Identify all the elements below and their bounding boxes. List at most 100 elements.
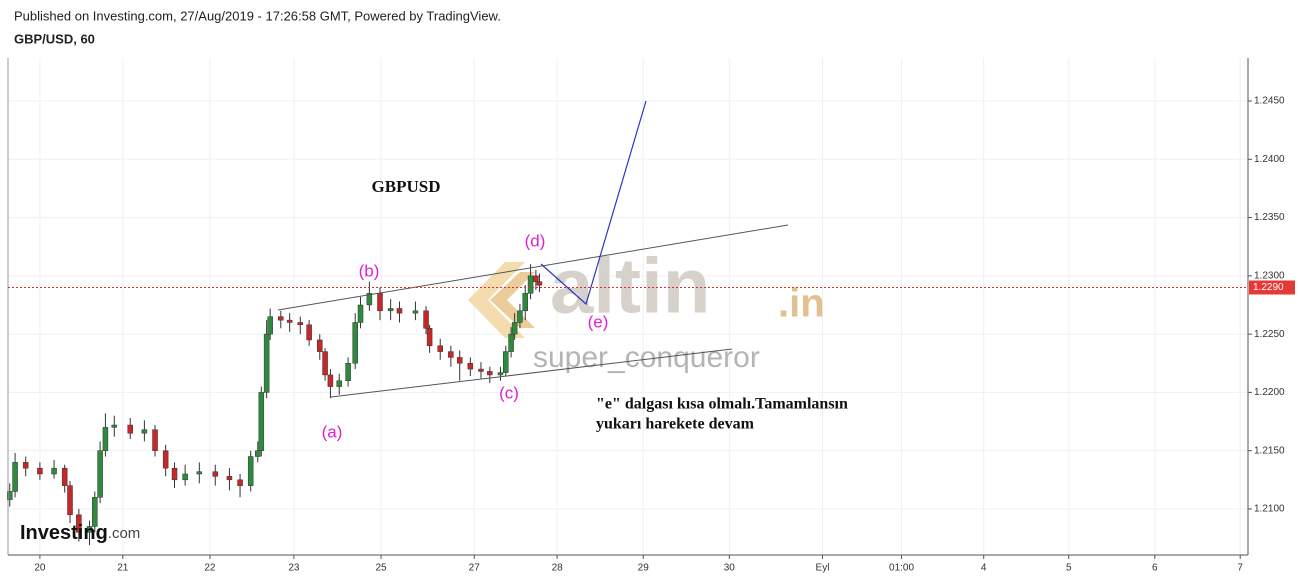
candle-body — [86, 526, 93, 533]
x-tick-label: 20 — [34, 563, 46, 574]
candle-body — [396, 308, 403, 314]
candle-body — [297, 322, 304, 326]
candle-body — [76, 514, 82, 533]
x-tick-label: 28 — [552, 563, 564, 574]
y-tick-label: 1.2400 — [1254, 154, 1285, 165]
logo-name: Investing — [20, 522, 108, 544]
candle-body — [22, 462, 29, 469]
last-price-label: 1.2290 — [1253, 282, 1284, 293]
candle-body — [377, 293, 383, 312]
candle-body — [517, 310, 523, 323]
candle-body — [171, 467, 178, 481]
candle-body — [97, 450, 103, 498]
x-tick-label: 7 — [1237, 563, 1243, 574]
candle-body — [226, 476, 233, 481]
candle-body — [387, 308, 394, 312]
y-tick-label: 1.2100 — [1254, 504, 1285, 515]
candle-body — [533, 275, 539, 282]
candle-body — [61, 467, 68, 486]
logo: Investing.com — [20, 522, 140, 544]
x-tick-label: 29 — [638, 563, 650, 574]
watermark-tld: .in — [778, 282, 825, 326]
y-tick-label: 1.2350 — [1254, 212, 1285, 223]
x-tick-label: 27 — [469, 563, 481, 574]
candle-body — [448, 351, 454, 358]
candle-body — [278, 316, 284, 321]
last-price-box — [1249, 280, 1295, 295]
x-tick-label: 30 — [724, 563, 736, 574]
candle-body — [306, 324, 312, 341]
candle-body — [237, 479, 243, 486]
candle-body — [12, 462, 18, 492]
wave-label: (b) — [359, 261, 380, 280]
y-tick-label: 1.2300 — [1254, 270, 1285, 281]
candle-body — [127, 424, 133, 434]
chart-title: GBPUSD — [372, 177, 441, 196]
wave-label: (c) — [499, 383, 519, 402]
candle-body — [51, 467, 57, 475]
projection-line — [540, 100, 647, 306]
candle-body — [522, 293, 529, 312]
axes: 1.2100 1.2150 1.2200 1.2250 1.2300 1.2350 1.24… — [7, 58, 1285, 574]
x-tick-label: 25 — [376, 563, 388, 574]
candle-body — [467, 363, 474, 370]
x-tick-label: 5 — [1066, 563, 1072, 574]
x-tick-label: 4 — [981, 563, 987, 574]
candle-body — [258, 392, 265, 451]
symbol-label: GBP/USD, 60 — [14, 31, 95, 46]
note: "e" dalgası kısa olmalı.Tamamlansın — [596, 396, 848, 413]
drawings — [277, 100, 789, 398]
note: yukarı harekete devam — [596, 416, 755, 433]
y-tick-label: 1.2450 — [1254, 96, 1285, 107]
candle-body — [497, 372, 504, 376]
candle-body — [102, 427, 109, 451]
published-note: Published on Investing.com, 27/Aug/2019 … — [14, 8, 501, 23]
candle-body — [322, 351, 328, 376]
candle-body — [426, 328, 433, 347]
wave-label: (d) — [525, 231, 546, 250]
candle-body — [478, 368, 484, 372]
candle-body — [423, 310, 429, 329]
candle-body — [345, 363, 351, 381]
candle-body — [92, 497, 98, 527]
candle-body — [37, 467, 43, 475]
candle-body — [67, 485, 73, 516]
x-tick-label: 22 — [204, 563, 216, 574]
candle-body — [263, 333, 270, 393]
candle-body — [182, 473, 188, 481]
candle-body — [527, 275, 534, 294]
candle-body — [487, 371, 493, 376]
trend-line — [330, 348, 733, 398]
candle-body — [336, 380, 343, 387]
candle-body — [503, 351, 509, 373]
trend-line — [277, 224, 789, 311]
candle-body — [141, 429, 148, 434]
x-tick-label: 6 — [1152, 563, 1158, 574]
logo-suffix: .com — [108, 525, 141, 542]
wave-label: (e) — [588, 312, 609, 331]
watermark: altin .in super_conqueror — [468, 242, 825, 374]
candle-body — [286, 319, 293, 323]
wave-label: (a) — [322, 422, 343, 441]
candle-body — [508, 333, 514, 352]
candle-body — [162, 450, 169, 469]
watermark-logo — [468, 262, 525, 338]
candle-body — [111, 424, 118, 428]
candle-body — [366, 293, 373, 306]
x-tick-label: Eyl — [816, 563, 830, 574]
candle-body — [317, 339, 323, 352]
candle-body — [456, 357, 463, 364]
candle-body — [511, 322, 518, 335]
candle-body — [536, 281, 543, 286]
y-tick-label: 1.2150 — [1254, 445, 1285, 456]
candle-body — [196, 471, 203, 475]
candle-body — [212, 471, 219, 477]
candle-body — [247, 456, 254, 486]
x-tick-label: 21 — [117, 563, 129, 574]
x-tick-label: 23 — [288, 563, 300, 574]
candle-body — [412, 310, 419, 314]
candle-body — [327, 374, 334, 387]
watermark-brand: altin — [550, 242, 710, 330]
candle-body — [352, 322, 358, 364]
